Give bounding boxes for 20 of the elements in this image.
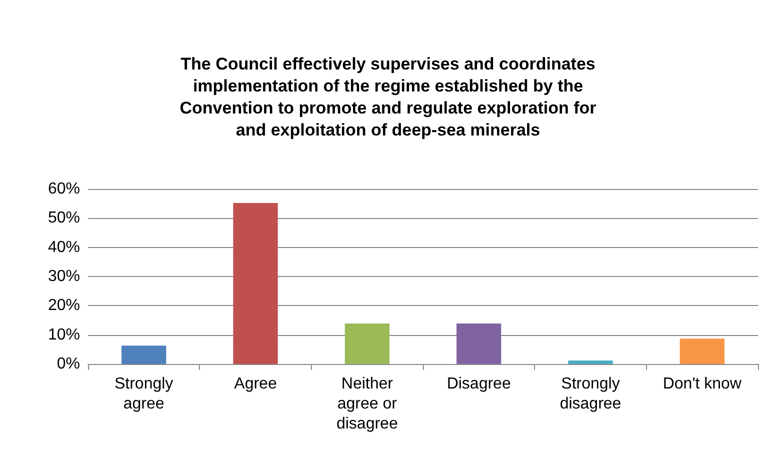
x-tick-label: Disagree xyxy=(446,376,511,392)
y-tick-label: 60% xyxy=(48,180,80,198)
x-tick-label: Don't know xyxy=(662,376,742,392)
y-tick-label: 20% xyxy=(48,297,80,314)
bar xyxy=(456,323,502,364)
bar xyxy=(680,338,724,364)
y-tick-label: 10% xyxy=(48,326,80,344)
bar xyxy=(122,346,166,364)
x-tick-label: Strongly disagree xyxy=(560,376,622,412)
bar xyxy=(568,360,613,364)
y-tick-label: 50% xyxy=(48,210,80,227)
x-tick-label: Strongly agree xyxy=(114,376,174,412)
bar xyxy=(233,203,278,364)
y-tick-label: 0% xyxy=(56,356,80,372)
bar xyxy=(344,323,390,364)
x-tick-label: Agree xyxy=(234,376,277,392)
y-tick-label: 40% xyxy=(48,238,80,256)
y-tick-label: 30% xyxy=(48,268,80,285)
x-tick-label: Neither agree or disagree xyxy=(336,376,398,432)
chart-title: The Council effectively supervises and coordinates implementation of the regime established by the Convention to promote and regulate exploration for and exploitation of deep-sea minerals xyxy=(180,54,597,140)
